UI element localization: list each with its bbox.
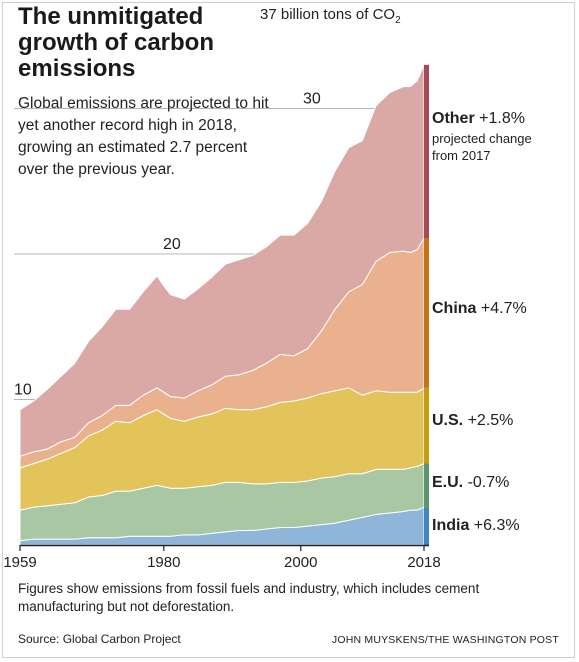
y-tick-20: 20	[163, 236, 181, 253]
credit-note: JOHN MUYSKENS/THE WASHINGTON POST	[331, 634, 559, 646]
end-bar-other	[424, 64, 429, 238]
x-tick-2018: 2018	[407, 554, 440, 571]
label-china: China +4.7%	[432, 300, 527, 318]
y-tick-30: 30	[303, 91, 321, 108]
chart-title: The unmitigated growth of carbon emissio…	[18, 3, 214, 82]
label-china-change: +4.7%	[480, 300, 527, 317]
label-china-name: China	[432, 300, 477, 317]
x-axis: 1959 1980 2000 2018	[3, 544, 441, 571]
label-eu-change: -0.7%	[467, 474, 510, 491]
end-bar-china	[424, 237, 429, 388]
label-us-change: +2.5%	[467, 412, 514, 429]
label-us-name: U.S.	[432, 412, 464, 429]
label-india-name: India	[432, 517, 470, 534]
label-us: U.S. +2.5%	[432, 412, 513, 430]
label-other-change: +1.8%	[479, 110, 525, 127]
x-tick-1959: 1959	[3, 554, 36, 571]
end-bar-india	[424, 507, 429, 545]
y-tick-10: 10	[14, 382, 32, 399]
x-tick-2000: 2000	[284, 554, 317, 571]
label-other: Other +1.8% projected change from 2017	[432, 110, 552, 164]
series-end-bar	[424, 64, 429, 545]
label-other-note: projected change from 2017	[432, 131, 532, 163]
footnote: Figures show emissions from fossil fuels…	[18, 581, 480, 614]
end-bar-eu	[424, 463, 429, 508]
label-india-change: +6.3%	[473, 517, 520, 534]
label-india: India +6.3%	[432, 517, 520, 535]
total-annotation: 37 billion tons of CO2	[260, 6, 401, 26]
total-annotation-text: 37 billion tons of CO	[260, 6, 396, 23]
x-tick-1980: 1980	[147, 554, 180, 571]
end-bar-us	[424, 387, 429, 464]
label-eu: E.U. -0.7%	[432, 474, 509, 492]
label-eu-name: E.U.	[432, 474, 464, 491]
label-other-name: Other	[432, 110, 475, 127]
chart-subtitle: Global emissions are projected to hit ye…	[18, 95, 269, 178]
total-annotation-subscript: 2	[395, 15, 401, 26]
source-note: Source: Global Carbon Project	[18, 632, 181, 646]
